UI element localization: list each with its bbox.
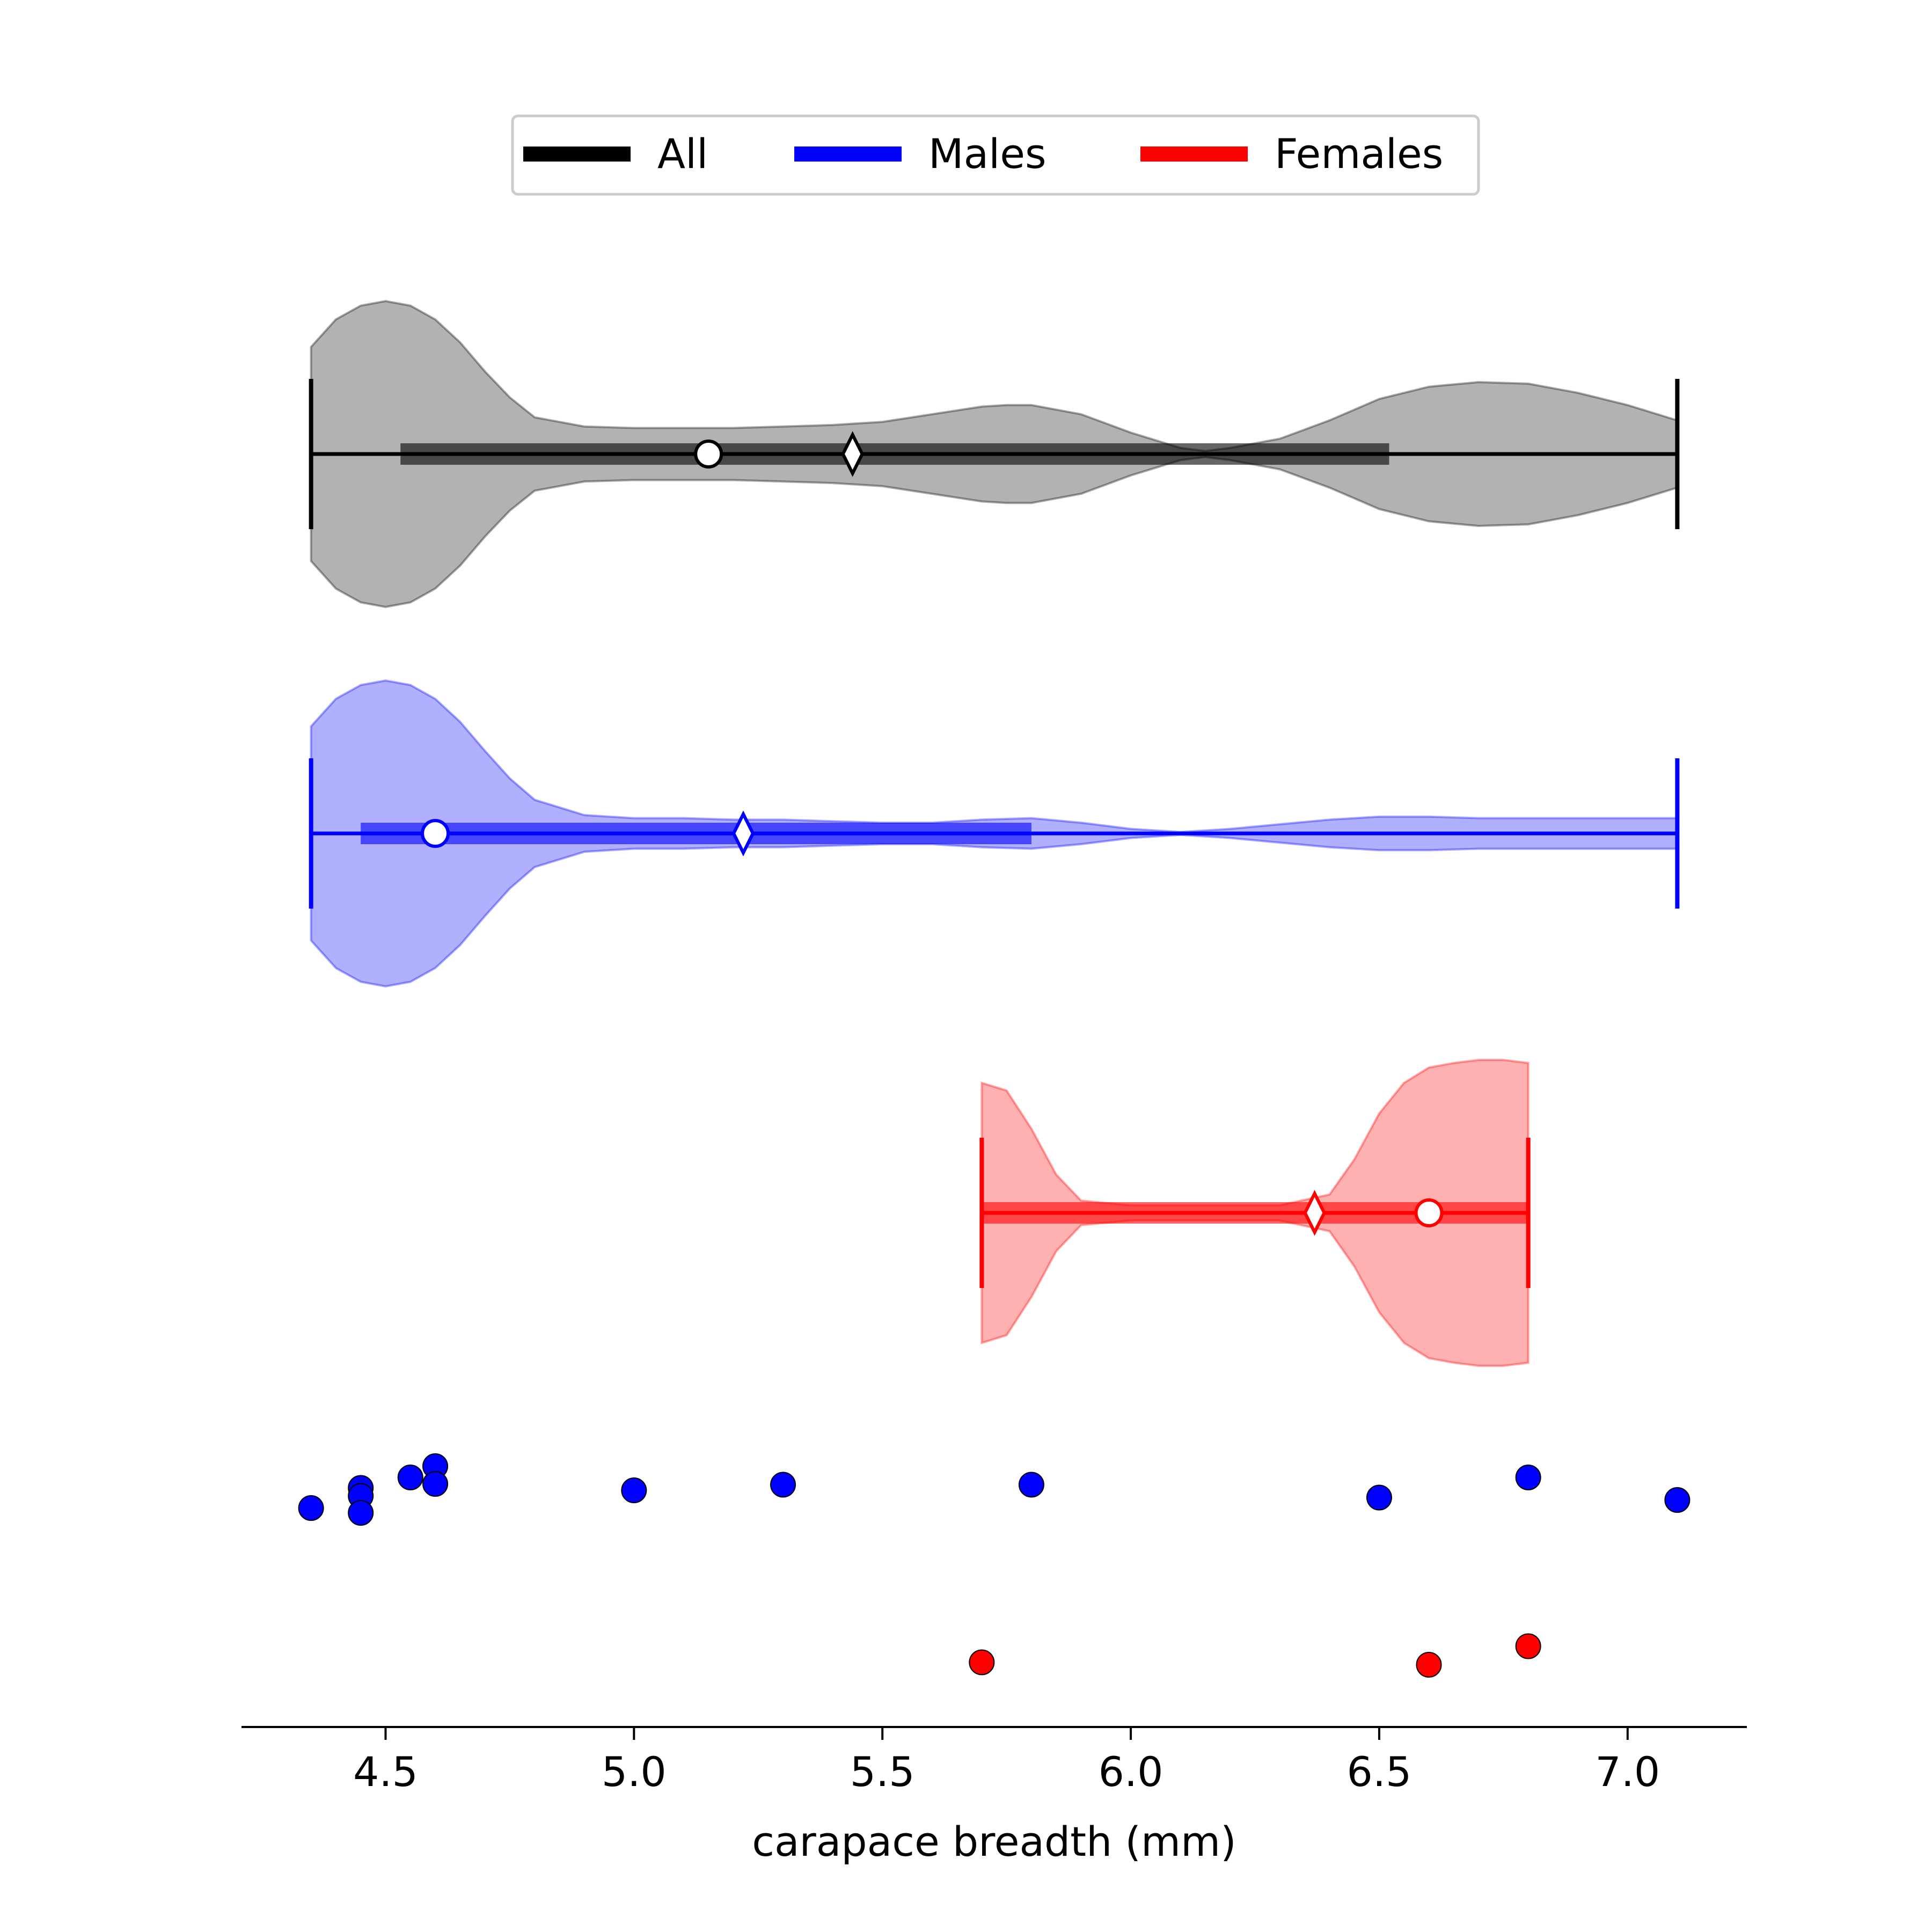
violin-males: [309, 679, 1680, 988]
median-marker-females: [1414, 1198, 1444, 1227]
median-marker-all: [694, 440, 723, 469]
legend-label-all: All: [657, 130, 708, 178]
legend-entry-all: All: [523, 130, 708, 178]
violin-layer: [309, 299, 1680, 1367]
data-point-females: [1515, 1633, 1541, 1659]
legend-label-females: Females: [1275, 130, 1443, 178]
data-point-males: [621, 1477, 647, 1503]
violin-females: [979, 1059, 1531, 1367]
data-point-males: [770, 1472, 796, 1498]
mean-marker-all: [841, 431, 865, 477]
x-tick-label: 6.0: [1099, 1748, 1163, 1796]
data-point-males: [1664, 1487, 1690, 1513]
data-point-males: [1366, 1484, 1392, 1511]
x-tick-label: 7.0: [1595, 1748, 1660, 1796]
legend: All Males Females: [511, 114, 1480, 196]
data-point-males: [1515, 1465, 1541, 1490]
data-point-males: [397, 1465, 423, 1490]
mean-marker-females: [1303, 1190, 1326, 1236]
data-point-males: [1018, 1472, 1044, 1498]
data-point-males: [348, 1500, 374, 1526]
x-tick-label: 5.0: [602, 1748, 667, 1796]
legend-frame: [511, 114, 1480, 196]
x-axis: 4.5 5.0 5.5 6.0 6.5 7.0 carapace breadth (mm): [241, 1726, 1747, 1865]
data-point-females: [1416, 1652, 1442, 1678]
mean-marker-males: [731, 810, 755, 857]
legend-entry-females: Females: [1140, 130, 1443, 178]
median-marker-males: [421, 819, 450, 848]
x-tick-label: 4.5: [353, 1748, 418, 1796]
points-layer: [298, 1453, 1690, 1678]
x-tick-label: 6.5: [1347, 1748, 1412, 1796]
x-axis-title: carapace breadth (mm): [752, 1818, 1236, 1865]
violin-all: [309, 299, 1680, 609]
legend-label-males: Males: [928, 130, 1046, 178]
x-tick-label: 5.5: [850, 1748, 915, 1796]
data-point-males: [422, 1471, 449, 1497]
data-point-males: [298, 1495, 324, 1521]
legend-entry-males: Males: [794, 130, 1046, 178]
data-point-females: [969, 1649, 995, 1675]
